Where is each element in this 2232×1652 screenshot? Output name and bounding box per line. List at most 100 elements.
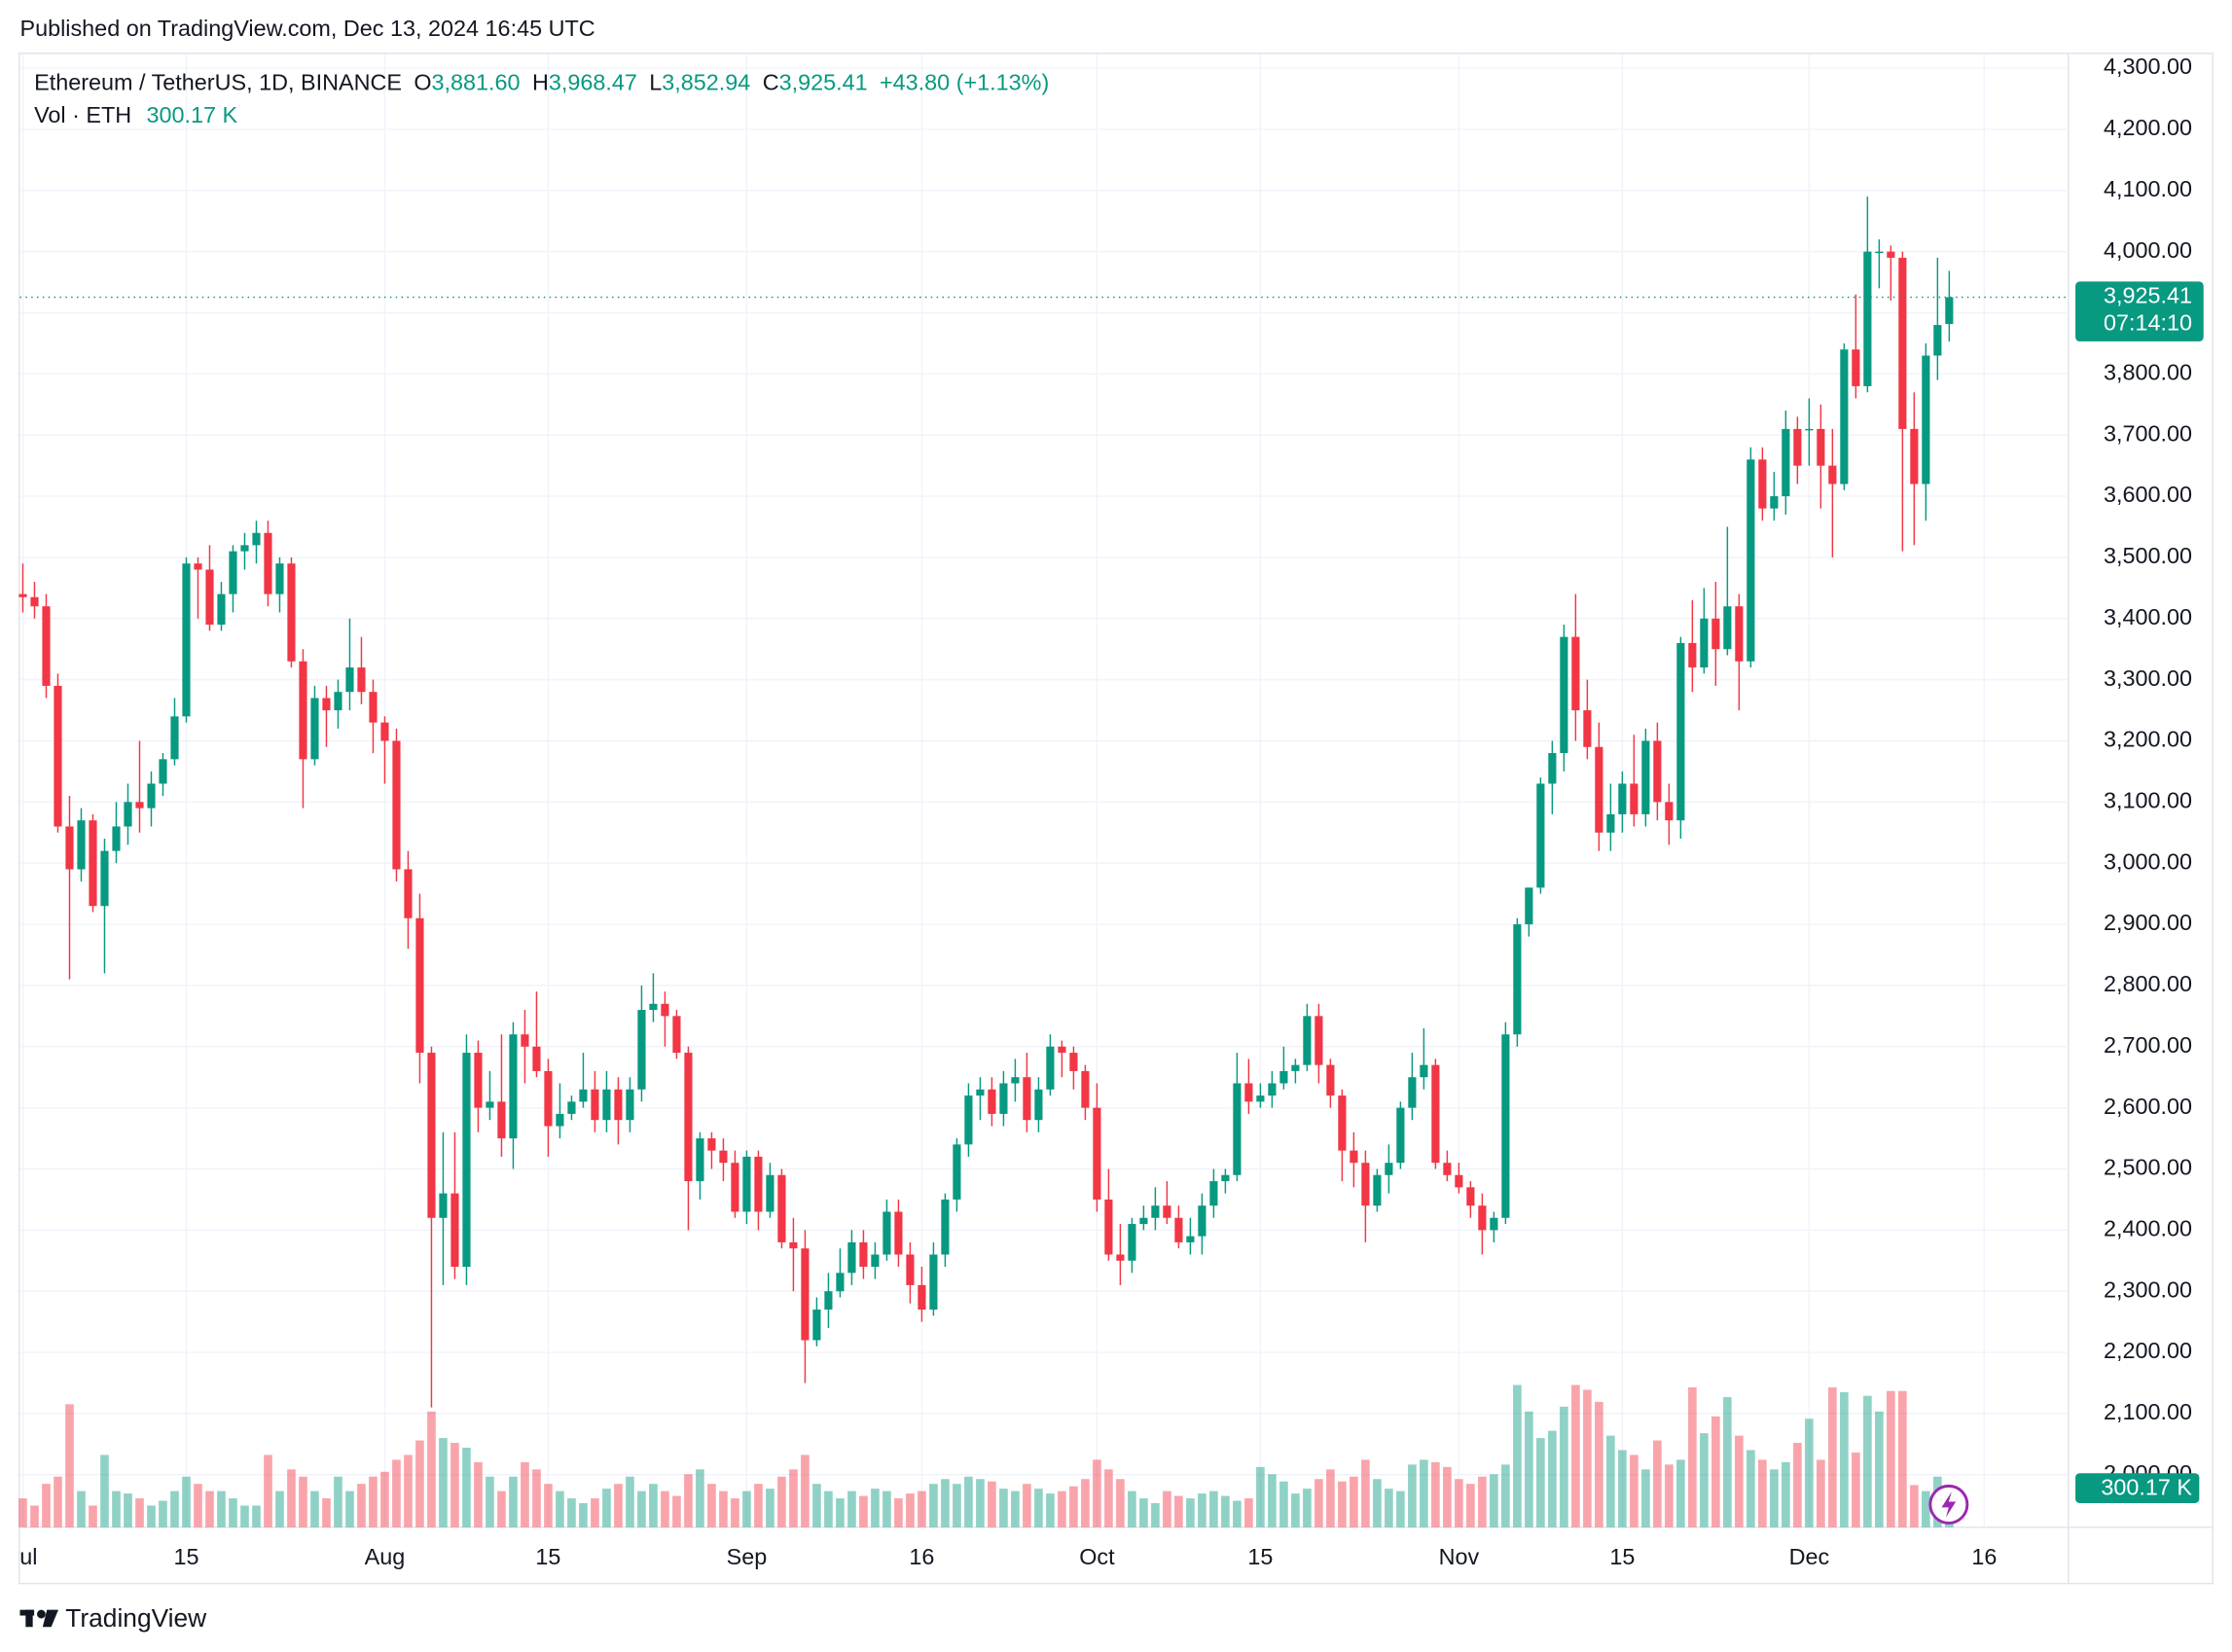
candle-body (1583, 710, 1592, 747)
candle-body (1676, 642, 1685, 821)
volume-bar (77, 1490, 86, 1527)
volume-bar (497, 1490, 506, 1527)
volume-bar (182, 1476, 191, 1527)
volume-bar (1817, 1459, 1825, 1527)
candle-body (1221, 1174, 1230, 1182)
volume-bar (906, 1493, 915, 1527)
volume-bar (836, 1498, 845, 1527)
ohlc-letter: C (763, 70, 779, 95)
ohlc-letter: H (532, 70, 549, 95)
candle-body (521, 1034, 529, 1047)
candle-body (392, 740, 401, 870)
volume-bar (404, 1454, 413, 1527)
candle-body (1233, 1083, 1242, 1175)
candle-body (1151, 1205, 1160, 1218)
volume-bar (1350, 1476, 1358, 1527)
candle-body (812, 1310, 821, 1341)
candle-body (1595, 746, 1603, 833)
volume-bar (345, 1490, 354, 1527)
volume-bar (614, 1484, 623, 1527)
volume-bar (1618, 1450, 1627, 1527)
candle-body (742, 1156, 751, 1212)
volume-bar (696, 1469, 704, 1527)
axes: 2,000.002,100.002,200.002,300.002,400.00… (19, 54, 2192, 1569)
candle-body (1746, 459, 1755, 662)
volume-bar (859, 1495, 868, 1527)
logo-part (37, 1609, 46, 1619)
candle-body (1139, 1217, 1148, 1225)
volume-bar (672, 1495, 681, 1527)
candle-body (637, 1010, 646, 1090)
candle-body (801, 1248, 810, 1341)
candle-body (240, 545, 249, 552)
volume-bar (1198, 1493, 1206, 1527)
volume-bar (1256, 1466, 1265, 1527)
volume-bar (54, 1476, 62, 1527)
candle-body (1490, 1217, 1498, 1231)
volume-bar (1314, 1479, 1323, 1527)
volume-bar (941, 1479, 950, 1527)
candle-body (159, 759, 167, 784)
legend-line: Ethereum / TetherUS, 1D, BINANCE O3,881.… (34, 70, 1049, 95)
volume-bar (112, 1490, 121, 1527)
published-note: Published on TradingView.com, Dec 13, 20… (19, 16, 594, 41)
volume-bar (1665, 1464, 1674, 1527)
volume-bar (1758, 1459, 1767, 1527)
volume-bar (1233, 1500, 1242, 1527)
candle-body (766, 1174, 774, 1212)
volume-bar (1046, 1493, 1055, 1527)
candle-body (1209, 1181, 1218, 1206)
candle-body (672, 1016, 681, 1054)
volume-bar (1583, 1389, 1592, 1527)
volume-bar (567, 1498, 576, 1527)
volume-bar (719, 1490, 728, 1527)
volume-bar (1361, 1459, 1370, 1527)
candle-body (1303, 1016, 1312, 1065)
y-tick-label: 3,400.00 (2104, 604, 2192, 629)
volume-bar (1431, 1461, 1440, 1527)
candle-body (1630, 783, 1638, 814)
volume-bar (1279, 1481, 1288, 1527)
volume-bar (1069, 1486, 1078, 1527)
volume-bar (1163, 1490, 1171, 1527)
change: +43.80 (+1.13%) (880, 70, 1049, 95)
volume-bar (1560, 1406, 1568, 1527)
volume-bar (1571, 1384, 1580, 1527)
volume-bar (777, 1476, 786, 1527)
candle-body (824, 1291, 833, 1311)
candle-body (1910, 428, 1919, 485)
ohlc-letter: L (649, 70, 662, 95)
volume-bar (217, 1490, 226, 1527)
candle-body (1852, 349, 1860, 386)
candle-body (77, 820, 86, 870)
y-tick-label: 4,000.00 (2104, 237, 2192, 263)
candle-body (1034, 1089, 1043, 1121)
candle-body (1817, 428, 1825, 466)
volume-bar (742, 1490, 751, 1527)
volume-bar (1805, 1419, 1814, 1527)
candle-body (334, 692, 342, 711)
volume-bar (240, 1505, 249, 1527)
candle-body (1735, 606, 1744, 662)
volume-bar (1676, 1459, 1685, 1527)
candle-body (1338, 1095, 1347, 1151)
candle-body (1875, 251, 1884, 254)
candle-body (731, 1163, 739, 1212)
volume-bar (882, 1490, 891, 1527)
volume-name: Vol · ETH (34, 102, 131, 127)
volume-bar (1408, 1464, 1417, 1527)
candle-body (1466, 1187, 1475, 1206)
candle-body (509, 1034, 518, 1139)
volume-bar (1630, 1454, 1638, 1527)
volume-bar (322, 1498, 331, 1527)
candle-body (847, 1241, 856, 1274)
volume-bar (1828, 1387, 1837, 1527)
volume-bar (1723, 1396, 1732, 1527)
candle-body (1361, 1163, 1370, 1206)
volume-bar (1746, 1450, 1755, 1527)
candle-body (684, 1053, 693, 1182)
candle-body (789, 1241, 798, 1249)
volume-bar (1910, 1485, 1919, 1527)
x-tick-label: Dec (1789, 1544, 1830, 1569)
volume-bar (1595, 1401, 1603, 1527)
